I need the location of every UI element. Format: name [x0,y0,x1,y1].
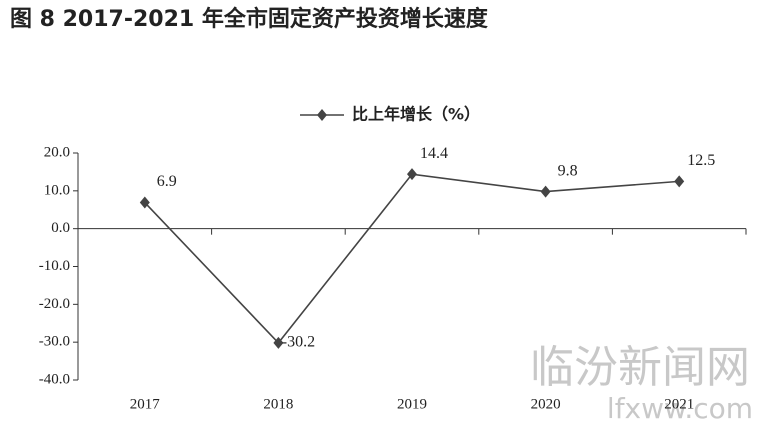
y-tick-label: -30.0 [39,334,70,350]
data-label: 12.5 [687,152,715,169]
chart-title: 图 8 2017-2021 年全市固定资产投资增长速度 [10,6,489,32]
data-label: 6.9 [157,173,177,190]
data-point [674,175,685,188]
y-tick-label: 10.0 [44,182,70,198]
series-line [144,173,680,345]
y-tick-label: -40.0 [39,371,70,387]
data-point [139,196,150,209]
data-label: -30.2 [282,334,315,351]
watermark: lfxww.com [607,392,753,425]
x-tick-label: 2020 [531,396,561,412]
data-point [273,336,284,349]
y-tick-label: 0.0 [51,220,70,236]
y-tick-label: 20.0 [44,144,70,160]
x-tick-label: 2019 [397,396,427,412]
data-point [407,168,417,181]
watermark: 临汾新闻网 [530,342,750,393]
x-tick-label: 2021 [664,396,694,412]
y-tick-label: -10.0 [39,258,70,274]
data-point [540,185,551,198]
data-label: 14.4 [420,145,448,162]
x-tick-label: 2017 [130,396,161,412]
legend-label: 比上年增长（%） [352,105,480,124]
legend-marker [317,109,327,121]
data-label: 9.8 [558,162,578,179]
y-tick-label: -20.0 [39,296,70,312]
x-tick-label: 2018 [263,396,293,412]
